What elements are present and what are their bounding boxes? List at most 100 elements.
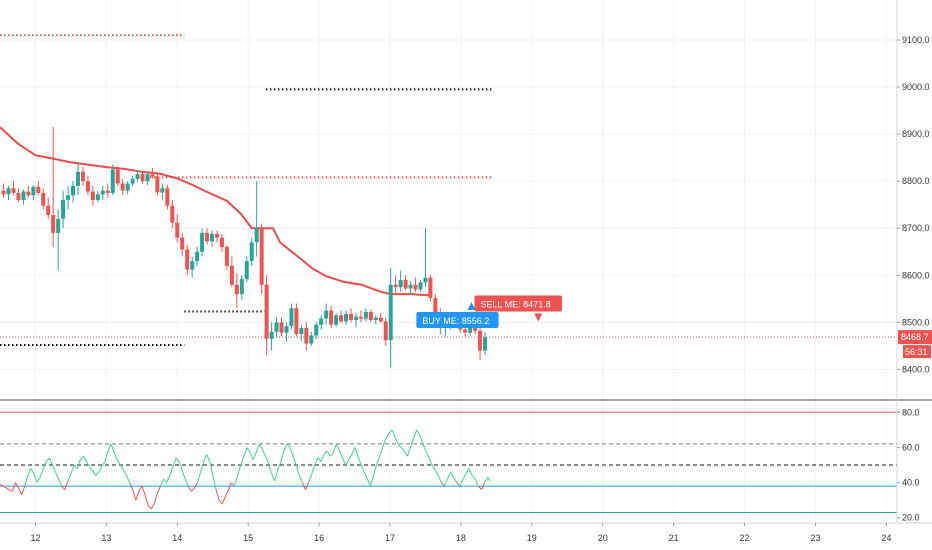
- osc-segment: [360, 464, 365, 473]
- candle: [483, 331, 488, 356]
- candle-body: [140, 174, 145, 182]
- oscillator-pane: [0, 399, 932, 513]
- x-tick-label: 16: [314, 533, 324, 543]
- candle-body: [85, 181, 90, 192]
- candle-body: [21, 191, 26, 200]
- candle: [329, 305, 334, 328]
- osc-segment: [459, 478, 464, 487]
- annotation-0[interactable]: SELL ME: 8471.8: [474, 295, 563, 322]
- candle: [314, 322, 319, 339]
- osc-segment: [305, 482, 310, 490]
- annotation-box: [416, 312, 499, 328]
- candle: [190, 256, 195, 278]
- osc-segment: [144, 494, 149, 506]
- candle-body: [130, 178, 135, 184]
- osc-y-tick-label: 40.0: [902, 478, 920, 488]
- osc-segment: [18, 487, 23, 496]
- candle: [16, 188, 21, 203]
- candle: [299, 324, 304, 342]
- candle-body: [76, 171, 80, 186]
- candle-body: [80, 171, 85, 182]
- candle: [339, 310, 344, 324]
- candle-body: [26, 191, 31, 196]
- osc-segment: [132, 489, 137, 501]
- osc-segment: [30, 468, 35, 475]
- y-tick-label: 8800.0: [902, 176, 930, 186]
- annotation-1[interactable]: BUY ME: 8556.2: [416, 302, 499, 328]
- candle-body: [244, 261, 249, 280]
- candle-body: [269, 331, 274, 339]
- candle-body: [299, 328, 304, 335]
- osc-segment: [138, 485, 143, 492]
- candle: [155, 174, 160, 196]
- candle-body: [224, 247, 229, 266]
- osc-segment: [264, 456, 269, 464]
- osc-segment: [178, 461, 183, 471]
- osc-segment: [277, 461, 282, 471]
- candle: [239, 275, 244, 300]
- osc-segment: [89, 466, 93, 471]
- osc-segment: [416, 429, 421, 436]
- osc-segment: [21, 485, 26, 496]
- osc-segment: [487, 476, 492, 482]
- osc-segment: [477, 485, 482, 490]
- candle: [145, 171, 150, 185]
- osc-segment: [9, 489, 13, 492]
- osc-segment: [372, 464, 377, 476]
- candle: [378, 312, 383, 324]
- y-tick-label: 9000.0: [902, 82, 930, 92]
- osc-segment: [314, 457, 319, 466]
- candle-body: [433, 297, 438, 313]
- candle: [61, 190, 66, 229]
- candle-body: [279, 322, 284, 333]
- osc-segment: [119, 464, 124, 471]
- candle: [244, 256, 249, 283]
- candle-body: [388, 284, 393, 341]
- osc-segment: [147, 505, 152, 510]
- candle-body: [16, 192, 21, 200]
- candle: [294, 303, 299, 337]
- osc-segment: [129, 482, 134, 490]
- last-price-label: 8468.7: [901, 332, 929, 342]
- candle-body: [229, 265, 234, 285]
- candle-body: [170, 205, 175, 223]
- osc-segment: [443, 478, 448, 487]
- osc-segment: [471, 475, 476, 480]
- candle: [393, 275, 398, 295]
- candle: [284, 322, 289, 342]
- osc-segment: [95, 471, 100, 476]
- candle: [418, 280, 423, 292]
- candle: [36, 181, 41, 196]
- osc-segment: [354, 447, 359, 457]
- candle-body: [339, 315, 344, 322]
- osc-segment: [403, 450, 408, 457]
- countdown-label: 56:31: [905, 347, 928, 357]
- osc-segment: [311, 464, 316, 474]
- candle-body: [110, 169, 115, 193]
- osc-segment: [447, 471, 452, 480]
- candle-body: [264, 284, 269, 339]
- osc-y-tick-label: 80.0: [902, 407, 920, 417]
- candle: [80, 167, 85, 186]
- osc-y-tick-label: 60.0: [902, 442, 920, 452]
- candle-body: [274, 322, 279, 332]
- osc-segment: [240, 456, 245, 466]
- candle: [41, 188, 46, 210]
- candle: [1, 183, 6, 198]
- osc-segment: [292, 456, 297, 466]
- candle: [224, 244, 229, 270]
- last-price-tag: [898, 330, 932, 345]
- osc-segment: [369, 475, 374, 487]
- candle-body: [314, 324, 319, 336]
- osc-segment: [289, 447, 294, 457]
- y-tick-label: 9100.0: [902, 35, 930, 45]
- osc-segment: [345, 459, 350, 466]
- trade-annotations: SELL ME: 8471.8 BUY ME: 8556.2: [416, 295, 563, 328]
- candle: [229, 256, 234, 288]
- osc-segment: [36, 477, 41, 483]
- x-tick-label: 23: [810, 533, 820, 543]
- candle: [210, 230, 215, 248]
- candle-body: [61, 200, 66, 219]
- candle-body: [135, 174, 140, 179]
